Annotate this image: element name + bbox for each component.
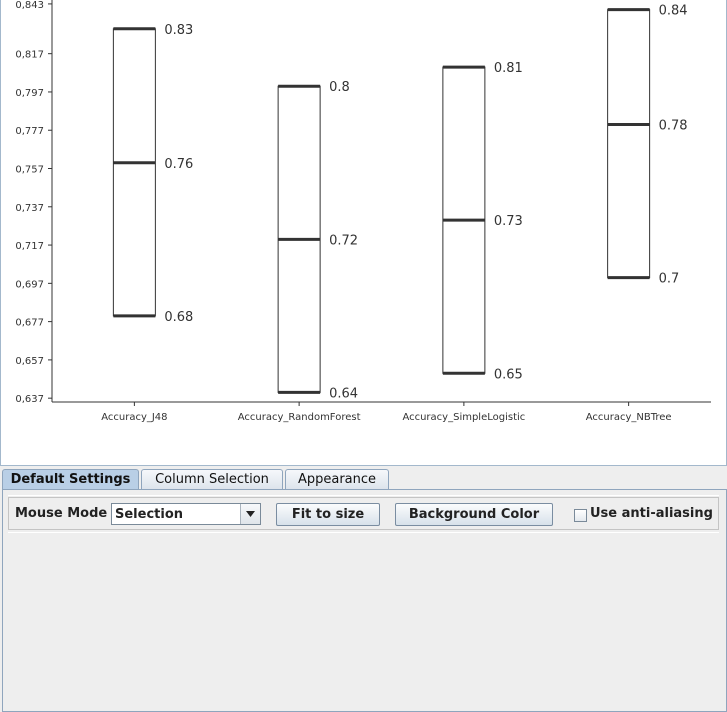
y-tick-label: 0,797 bbox=[15, 88, 44, 99]
low-value-label: 0.64 bbox=[329, 386, 358, 401]
high-value-label: 0.8 bbox=[329, 80, 350, 95]
mouse-mode-value: Selection bbox=[115, 507, 184, 522]
settings-panel: Mouse Mode Selection Fit to size Backgro… bbox=[2, 489, 727, 712]
chart-panel: 0,637 0,657 0,677 0,697 0,717 0,737 0,757 0,777… bbox=[0, 0, 727, 466]
tab-column-selection[interactable]: Column Selection bbox=[141, 469, 283, 489]
tab-appearance[interactable]: Appearance bbox=[285, 469, 389, 489]
mid-value-label: 0.76 bbox=[164, 157, 193, 172]
anti-aliasing-label: Use anti-aliasing bbox=[590, 506, 713, 521]
category-label: Accuracy_NBTree bbox=[586, 412, 672, 423]
range-box bbox=[112, 28, 156, 317]
mid-value-label: 0.72 bbox=[329, 233, 358, 248]
y-tick-label: 0,677 bbox=[15, 318, 44, 329]
toolbar-frame: Mouse Mode Selection Fit to size Backgro… bbox=[8, 497, 719, 530]
category-label: Accuracy_J48 bbox=[101, 412, 167, 423]
mouse-mode-label: Mouse Mode bbox=[15, 506, 108, 521]
anti-aliasing-checkbox[interactable] bbox=[574, 509, 587, 522]
fit-to-size-button[interactable]: Fit to size bbox=[276, 503, 380, 526]
y-tick-label: 0,717 bbox=[15, 241, 44, 252]
low-value-label: 0.65 bbox=[494, 367, 523, 382]
chevron-down-icon bbox=[246, 511, 255, 517]
tab-default-settings[interactable]: Default Settings bbox=[2, 469, 139, 490]
dropdown-arrow-button[interactable] bbox=[240, 504, 260, 524]
y-tick-label: 0,817 bbox=[15, 50, 44, 61]
settings-toolbar: Mouse Mode Selection Fit to size Backgro… bbox=[8, 495, 719, 533]
low-value-label: 0.68 bbox=[164, 310, 193, 325]
mid-value-label: 0.73 bbox=[494, 214, 523, 229]
y-tick-label: 0,843 bbox=[15, 0, 44, 11]
background-color-button[interactable]: Background Color bbox=[395, 503, 553, 526]
box-chart: 0,637 0,657 0,677 0,697 0,717 0,737 0,757 0,777… bbox=[15, 0, 711, 423]
y-tick-label: 0,737 bbox=[15, 203, 44, 214]
low-value-label: 0.7 bbox=[659, 272, 680, 287]
category-label: Accuracy_SimpleLogistic bbox=[402, 412, 525, 423]
y-tick-label: 0,757 bbox=[15, 165, 44, 176]
high-value-label: 0.81 bbox=[494, 61, 523, 76]
mouse-mode-select[interactable]: Selection bbox=[111, 503, 261, 525]
high-value-label: 0.83 bbox=[164, 23, 193, 38]
category-label: Accuracy_RandomForest bbox=[238, 412, 361, 423]
y-tick-label: 0,637 bbox=[15, 394, 44, 405]
range-box bbox=[607, 9, 651, 279]
y-tick-label: 0,697 bbox=[15, 279, 44, 290]
mid-value-label: 0.78 bbox=[659, 118, 688, 133]
y-tick-label: 0,657 bbox=[15, 356, 44, 367]
y-tick-label: 0,777 bbox=[15, 126, 44, 137]
high-value-label: 0.84 bbox=[659, 4, 688, 19]
